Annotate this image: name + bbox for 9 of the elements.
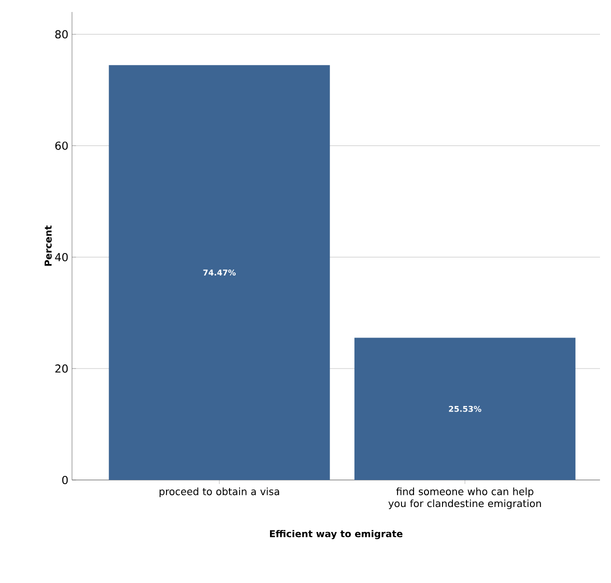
y-tick-label: 20 [55, 364, 68, 373]
x-tick-label: find someone who can help you for clandestine emigration [388, 487, 541, 510]
y-tick-label: 80 [55, 30, 68, 38]
y-axis-title: Percent [44, 226, 52, 266]
x-axis-title: Efficient way to emigrate [270, 530, 402, 540]
y-tick-label: 60 [55, 142, 68, 150]
y-tick-label: 0 [62, 476, 68, 484]
y-tick-label: 40 [55, 252, 68, 262]
x-tick-label: proceed to obtain a visa [160, 487, 280, 498]
